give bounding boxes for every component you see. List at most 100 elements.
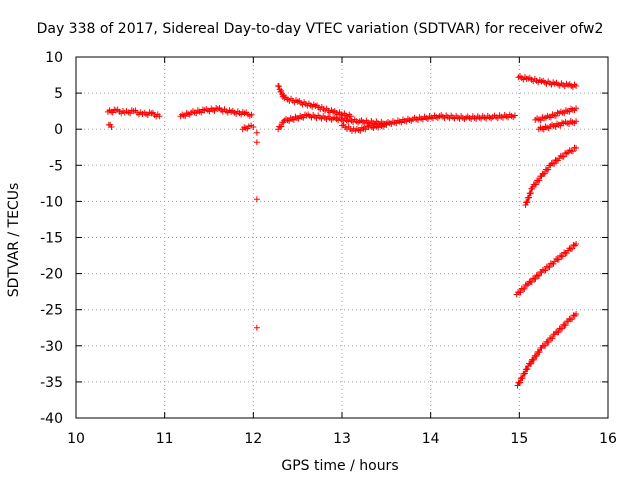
- data-point: [536, 177, 543, 184]
- x-axis-label: GPS time / hours: [281, 458, 398, 474]
- data-point: [554, 157, 561, 164]
- data-point: [569, 245, 576, 252]
- x-tick-label: 13: [333, 431, 351, 447]
- data-point: [563, 250, 570, 257]
- x-tick-label: 15: [510, 431, 528, 447]
- y-tick-label: -10: [40, 194, 63, 210]
- data-point: [555, 329, 562, 336]
- data-point: [566, 245, 573, 252]
- data-point: [547, 114, 554, 121]
- plot-frame: [75, 56, 609, 419]
- data-point: [562, 150, 569, 157]
- data-point: [550, 260, 557, 267]
- data-point: [286, 117, 293, 124]
- data-point: [524, 366, 531, 373]
- series-seg-b-low: [239, 122, 257, 133]
- data-point: [559, 325, 566, 332]
- series-seg-a: [104, 106, 163, 120]
- series-seg-d5: [513, 240, 580, 298]
- data-point: [573, 105, 580, 112]
- data-point: [511, 112, 518, 119]
- x-tick-label: 16: [599, 431, 617, 447]
- series-seg-b-drop: [253, 129, 260, 331]
- y-tick-label: 0: [54, 122, 63, 138]
- chart-title: Day 338 of 2017, Sidereal Day-to-day VTE…: [37, 21, 604, 37]
- data-point: [248, 111, 255, 118]
- data-point: [545, 338, 552, 345]
- y-tick-label: -35: [40, 375, 63, 391]
- data-point: [537, 117, 544, 124]
- data-point: [561, 249, 568, 256]
- data-point: [527, 189, 534, 196]
- y-axis-label: SDTVAR / TECUs: [6, 183, 22, 298]
- data-point: [357, 127, 364, 134]
- data-point: [278, 87, 285, 94]
- data-point: [517, 379, 524, 386]
- series-seg-d4: [522, 144, 580, 209]
- data-point: [561, 110, 568, 117]
- data-point: [526, 194, 533, 201]
- data-point: [517, 289, 524, 296]
- data-point: [521, 370, 528, 377]
- data-point: [573, 311, 580, 318]
- y-tick-label: -15: [40, 231, 63, 247]
- x-tick-label: 14: [422, 431, 440, 447]
- series-seg-d3: [535, 117, 580, 133]
- y-tick-label: -5: [49, 158, 63, 174]
- data-point: [522, 202, 529, 209]
- data-point: [530, 356, 537, 363]
- data-point: [532, 181, 539, 188]
- y-tick-label: -20: [40, 267, 63, 283]
- data-point: [300, 114, 307, 121]
- data-point: [573, 240, 580, 247]
- data-point: [569, 148, 576, 155]
- data-point: [253, 139, 260, 146]
- data-point: [552, 123, 559, 130]
- data-point: [557, 122, 564, 129]
- y-tick-label: -25: [40, 303, 63, 319]
- data-point: [542, 267, 549, 274]
- x-tick-label: 11: [156, 431, 174, 447]
- x-tick-label: 10: [67, 431, 85, 447]
- y-tick-label: 10: [45, 50, 63, 66]
- data-point: [545, 166, 552, 173]
- data-point: [557, 252, 564, 259]
- data-point: [521, 285, 528, 292]
- series-seg-d6: [514, 311, 580, 389]
- data-point: [519, 375, 526, 382]
- series-seg-d1: [515, 73, 580, 91]
- data-point: [566, 108, 573, 115]
- data-point: [536, 272, 543, 279]
- data-point: [573, 144, 580, 151]
- data-point: [383, 121, 390, 128]
- data-point: [542, 342, 549, 349]
- data-point: [524, 198, 531, 205]
- data-point: [541, 170, 548, 177]
- grid: [76, 57, 608, 418]
- data-point: [560, 153, 567, 160]
- data-point: [547, 260, 554, 267]
- data-point: [108, 124, 115, 131]
- data-point: [182, 113, 189, 120]
- data-point: [549, 335, 556, 342]
- series-seg-b: [177, 104, 255, 120]
- data-point: [569, 316, 576, 323]
- data-point: [347, 113, 354, 120]
- data-point: [253, 196, 260, 203]
- data-point: [552, 156, 559, 163]
- y-tick-label: 5: [54, 86, 63, 102]
- series-seg-c-dip: [339, 120, 390, 134]
- series-seg-a-low: [105, 121, 115, 131]
- data-point: [540, 126, 547, 133]
- data-point: [546, 264, 553, 271]
- series-seg-d2: [532, 105, 580, 124]
- y-tick-label: -30: [40, 339, 63, 355]
- data-point: [553, 256, 560, 263]
- data-point: [557, 152, 564, 159]
- data-point: [536, 349, 543, 356]
- data-point: [533, 352, 540, 359]
- data-point: [543, 263, 550, 270]
- axes: 10 11 12 13 14 15 16 10 5 0 -5 -10 -15 -20 -25 -30 -35 -4…: [40, 50, 617, 447]
- data-point: [552, 112, 559, 119]
